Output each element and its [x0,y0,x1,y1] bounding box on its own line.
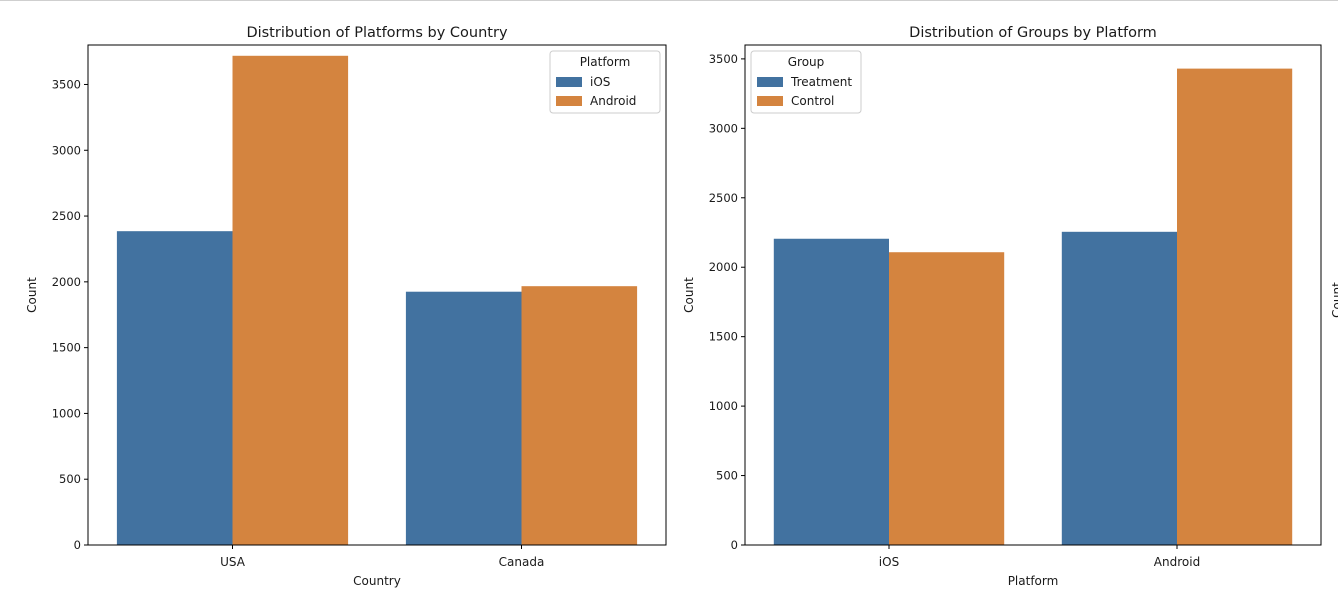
legend-title: Platform [580,55,631,69]
legend-swatch [757,77,783,87]
y-tick-label: 3000 [52,143,81,157]
y-tick-label: 0 [74,538,81,552]
bar-treatment-ios [773,238,889,545]
y-tick-label: 1000 [52,406,81,420]
legend-label: Control [791,94,834,108]
y-tick-label: 500 [59,472,81,486]
bar-android-canada [521,286,638,545]
legend-swatch [757,96,783,106]
cropped-axis-label: Count [1330,282,1338,318]
y-axis-label: Count [682,277,696,313]
y-tick-label: 1000 [709,399,738,413]
y-tick-label: 3500 [709,52,738,66]
x-tick-label: Canada [499,555,545,569]
y-tick-label: 0 [731,538,738,552]
bar-ios-usa [116,231,233,545]
legend-title: Group [788,55,825,69]
x-axis-label: Platform [1008,574,1059,588]
legend-label: iOS [590,75,610,89]
y-tick-label: 2000 [709,260,738,274]
plot-frame [744,44,1322,546]
chart-title: Distribution of Platforms by Country [246,25,508,41]
y-tick-label: 2000 [52,275,81,289]
chart-platforms-by-country: 0 500 1000 1500 2000 2500 3000 3500 USA Canada Dis… [25,25,667,588]
bar-ios-canada [405,291,522,545]
y-tick-label: 500 [716,469,738,483]
legend-label: Treatment [790,75,852,89]
legend-swatch [556,77,582,87]
bar-control-ios [889,252,1005,545]
top-border [0,0,1338,1]
x-tick-label: Android [1154,555,1200,569]
bar-control-android [1177,68,1293,545]
y-tick-label: 2500 [709,191,738,205]
chart-groups-by-platform: 0 500 1000 1500 2000 2500 3000 3500 iOS Android Di… [682,25,1322,588]
plot-frame [87,44,667,546]
x-tick-label: iOS [879,555,899,569]
y-tick-label: 1500 [709,330,738,344]
legend-label: Android [590,94,636,108]
chart-title: Distribution of Groups by Platform [909,25,1157,41]
y-tick-label: 2500 [52,209,81,223]
y-axis-label: Count [25,277,39,313]
y-tick-label: 3000 [709,121,738,135]
bar-treatment-android [1061,231,1177,546]
y-tick-label: 3500 [52,77,81,91]
bar-android-usa [232,55,349,545]
legend-swatch [556,96,582,106]
y-tick-label: 1500 [52,341,81,355]
x-tick-label: USA [220,555,246,569]
x-axis-label: Country [353,574,401,588]
